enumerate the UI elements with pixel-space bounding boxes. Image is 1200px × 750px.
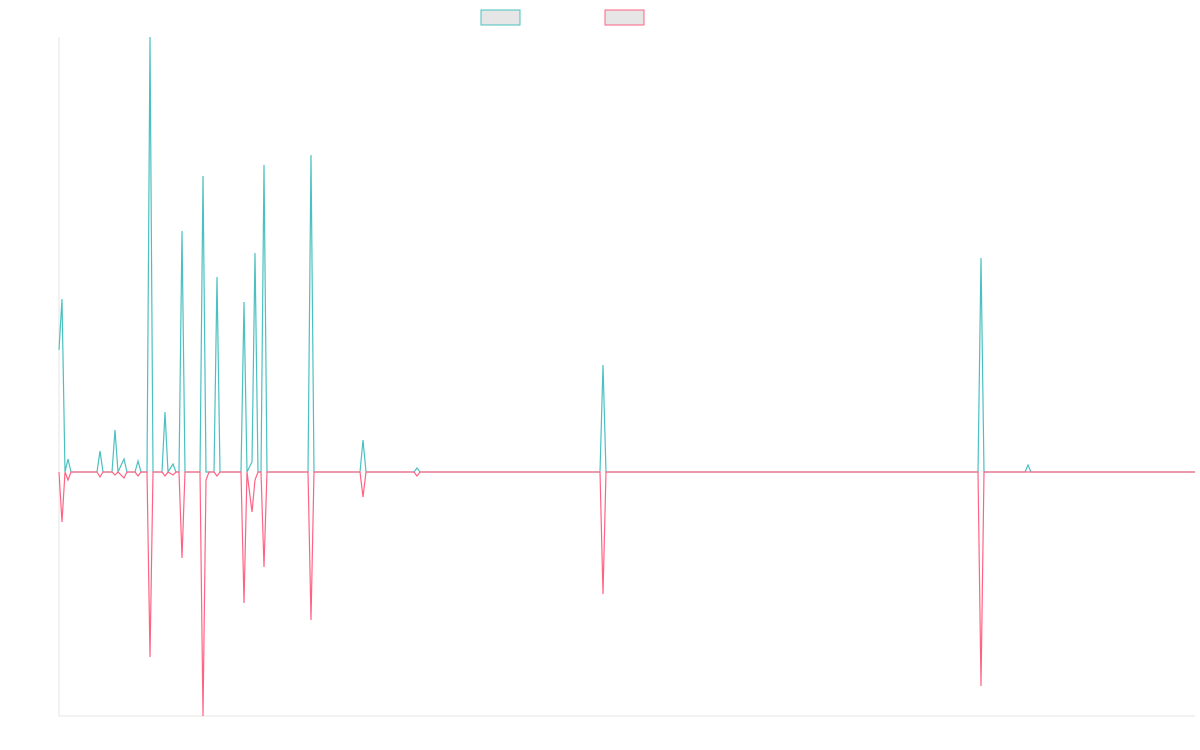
series-line xyxy=(58,471,1195,717)
legend-swatch xyxy=(604,9,645,26)
legend-swatch xyxy=(480,9,521,26)
series-line xyxy=(58,36,1195,474)
